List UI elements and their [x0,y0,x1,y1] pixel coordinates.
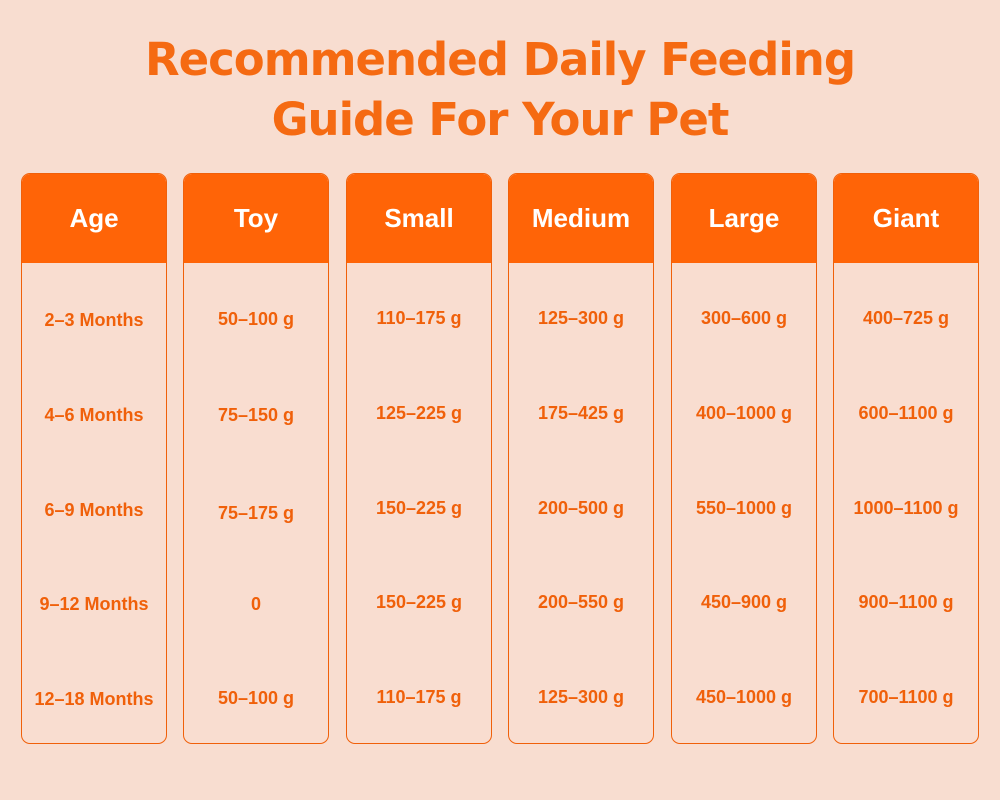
column-small: Small 110–175 g 125–225 g 150–225 g 150–… [346,173,492,744]
table-cell: 450–900 g [700,592,788,612]
table-cell: 125–225 g [375,403,463,423]
column-header-toy: Toy [184,174,328,263]
table-cell: 150–225 g [375,592,463,612]
table-cell: 2–3 Months [44,310,144,330]
column-toy: Toy 50–100 g 75–150 g 75–175 g 0 50–100 … [183,173,329,744]
table-cell: 9–12 Months [39,594,149,614]
table-cell: 110–175 g [376,687,462,707]
table-cell: 550–1000 g [695,498,793,518]
table-cell: 125–300 g [537,687,625,707]
table-cell: 700–1100 g [858,687,954,707]
table-cell: 50–100 g [217,688,295,708]
table-cell: 200–500 g [537,498,625,518]
table-cell: 1000–1100 g [853,498,959,518]
table-cell: 12–18 Months [34,689,154,709]
table-cell: 0 [250,594,261,614]
table-cell: 110–175 g [376,308,462,328]
table-cell: 150–225 g [375,498,463,518]
table-cell: 175–425 g [537,403,625,423]
title-line-1: Recommended Daily Feeding [144,33,856,86]
column-age: Age 2–3 Months 4–6 Months 6–9 Months 9–1… [21,173,167,744]
column-header-age: Age [22,174,166,263]
column-header-giant: Giant [834,174,978,263]
column-large: Large 300–600 g 400–1000 g 550–1000 g 45… [671,173,817,744]
title-line-2: Guide For Your Pet [271,93,730,146]
column-giant: Giant 400–725 g 600–1100 g 1000–1100 g 9… [833,173,979,744]
table-cell: 6–9 Months [44,500,144,520]
table-cell: 900–1100 g [858,592,954,612]
table-cell: 50–100 g [217,309,295,329]
table-cell: 450–1000 g [695,687,793,707]
table-cell: 75–175 g [217,503,295,523]
table-cell: 400–725 g [862,308,950,328]
table-cell: 125–300 g [537,308,625,328]
column-medium: Medium 125–300 g 175–425 g 200–500 g 200… [508,173,654,744]
table-cell: 400–1000 g [695,403,793,423]
column-header-medium: Medium [509,174,653,263]
table-cell: 300–600 g [700,308,788,328]
column-header-large: Large [672,174,816,263]
table-cell: 200–550 g [537,592,625,612]
table-cell: 4–6 Months [44,405,144,425]
column-header-small: Small [347,174,491,263]
feeding-table: Age 2–3 Months 4–6 Months 6–9 Months 9–1… [21,173,981,746]
table-cell: 600–1100 g [858,403,954,423]
table-cell: 75–150 g [217,405,295,425]
page-title: Recommended Daily Feeding Guide For Your… [0,30,1000,150]
